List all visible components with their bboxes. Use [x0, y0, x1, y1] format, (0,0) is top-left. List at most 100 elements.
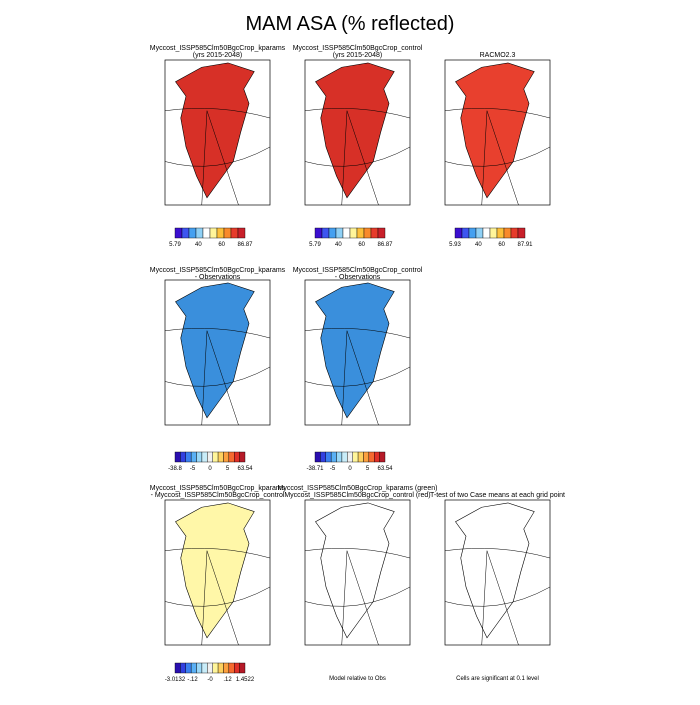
greenland [315, 282, 395, 419]
colorbar-swatch [217, 662, 224, 674]
colorbar-swatch [377, 227, 386, 239]
colorbar-swatch [207, 451, 213, 463]
meridian [346, 550, 379, 646]
colorbar-swatch [314, 451, 321, 463]
colorbar-swatch [188, 227, 197, 239]
colorbar-swatch [335, 227, 344, 239]
colorbar-swatch [482, 227, 491, 239]
colorbar-swatch [374, 451, 380, 463]
meridian [486, 550, 519, 646]
meridian [206, 550, 239, 646]
colorbar-swatch [517, 227, 526, 239]
colorbar-swatch [237, 227, 246, 239]
meridian [201, 110, 208, 206]
colorbar-swatch [330, 451, 337, 463]
colorbar-label: -5 [330, 466, 336, 472]
colorbar-swatch [347, 451, 353, 463]
colorbar-swatch [234, 662, 240, 674]
greenland [455, 502, 535, 639]
colorbar-swatch [363, 451, 370, 463]
colorbar-swatch [195, 227, 204, 239]
colorbar-label: 63.54 [377, 466, 393, 472]
colorbar-swatch [357, 451, 364, 463]
colorbar-swatch [174, 662, 181, 674]
colorbar-label: -38.71 [306, 466, 324, 472]
colorbar-swatch [320, 451, 326, 463]
parallel [164, 328, 271, 339]
colorbar-label: 5.79 [169, 242, 181, 248]
parallel [304, 146, 411, 167]
colorbar-swatch [174, 227, 183, 239]
colorbar-swatch [223, 227, 232, 239]
meridian [346, 110, 379, 206]
colorbar-label: 40 [195, 242, 202, 248]
panel-title: Myccost_ISSP585Clm50BgcCrop_kparams [150, 45, 286, 52]
colorbar-swatch [230, 227, 239, 239]
colorbar-label: -3.0132 [165, 677, 186, 683]
parallel [304, 328, 411, 339]
map-frame [304, 59, 411, 206]
colorbar-swatch [185, 451, 192, 463]
colorbar-label: 0 [208, 466, 212, 472]
colorbar-label: 60 [358, 242, 365, 248]
parallel [304, 548, 411, 559]
map-frame [444, 59, 551, 206]
colorbar-swatch [228, 662, 235, 674]
parallel [444, 108, 551, 119]
colorbar-swatch [181, 227, 190, 239]
meridian [201, 550, 208, 646]
parallel [164, 108, 271, 119]
greenland [175, 282, 255, 419]
panel-subtitle: - Observations [195, 274, 241, 281]
colorbar-swatch [314, 227, 323, 239]
map-frame [304, 499, 411, 646]
parallel [164, 586, 271, 607]
colorbar-swatch [223, 662, 230, 674]
colorbar-swatch [510, 227, 519, 239]
colorbar-swatch [352, 451, 359, 463]
colorbar-swatch [196, 451, 203, 463]
colorbar-label: 0 [348, 466, 352, 472]
colorbar-swatch [503, 227, 512, 239]
colorbar-swatch [216, 227, 225, 239]
parallel [164, 366, 271, 387]
colorbar-swatch [239, 662, 246, 674]
meridian [201, 330, 208, 426]
meridian [206, 110, 239, 206]
meridian [346, 330, 379, 426]
colorbar-swatch [228, 451, 235, 463]
greenland [175, 502, 255, 639]
colorbar-label: -0 [207, 677, 213, 683]
greenland [455, 62, 535, 199]
colorbar-label: 60 [498, 242, 505, 248]
colorbar-swatch [180, 451, 186, 463]
colorbar-swatch [342, 227, 351, 239]
figure-title: MAM ASA (% reflected) [246, 13, 455, 35]
parallel [444, 586, 551, 607]
meridian [481, 110, 488, 206]
panel-subtitle: - Myccost_ISSP585Clm50BgcCrop_control [151, 492, 285, 499]
colorbar-swatch [196, 662, 203, 674]
colorbar-label: 86.87 [237, 242, 253, 248]
greenland [175, 62, 255, 199]
colorbar-swatch [212, 662, 219, 674]
colorbar-label: 87.91 [517, 242, 533, 248]
parallel [304, 586, 411, 607]
colorbar-swatch [461, 227, 470, 239]
colorbar-label: 5 [226, 466, 230, 472]
panel-title: Myccost_ISSP585Clm50BgcCrop_control [293, 267, 423, 274]
colorbar-swatch [475, 227, 484, 239]
colorbar-swatch [489, 227, 498, 239]
greenland [315, 62, 395, 199]
parallel [444, 548, 551, 559]
colorbar-swatch [336, 451, 343, 463]
colorbar-swatch [201, 451, 208, 463]
map-frame [164, 279, 271, 426]
colorbar-swatch [328, 227, 337, 239]
map-frame [164, 59, 271, 206]
parallel [164, 548, 271, 559]
colorbar-label: 60 [218, 242, 225, 248]
colorbar-label: -5 [190, 466, 196, 472]
colorbar-swatch [217, 451, 224, 463]
